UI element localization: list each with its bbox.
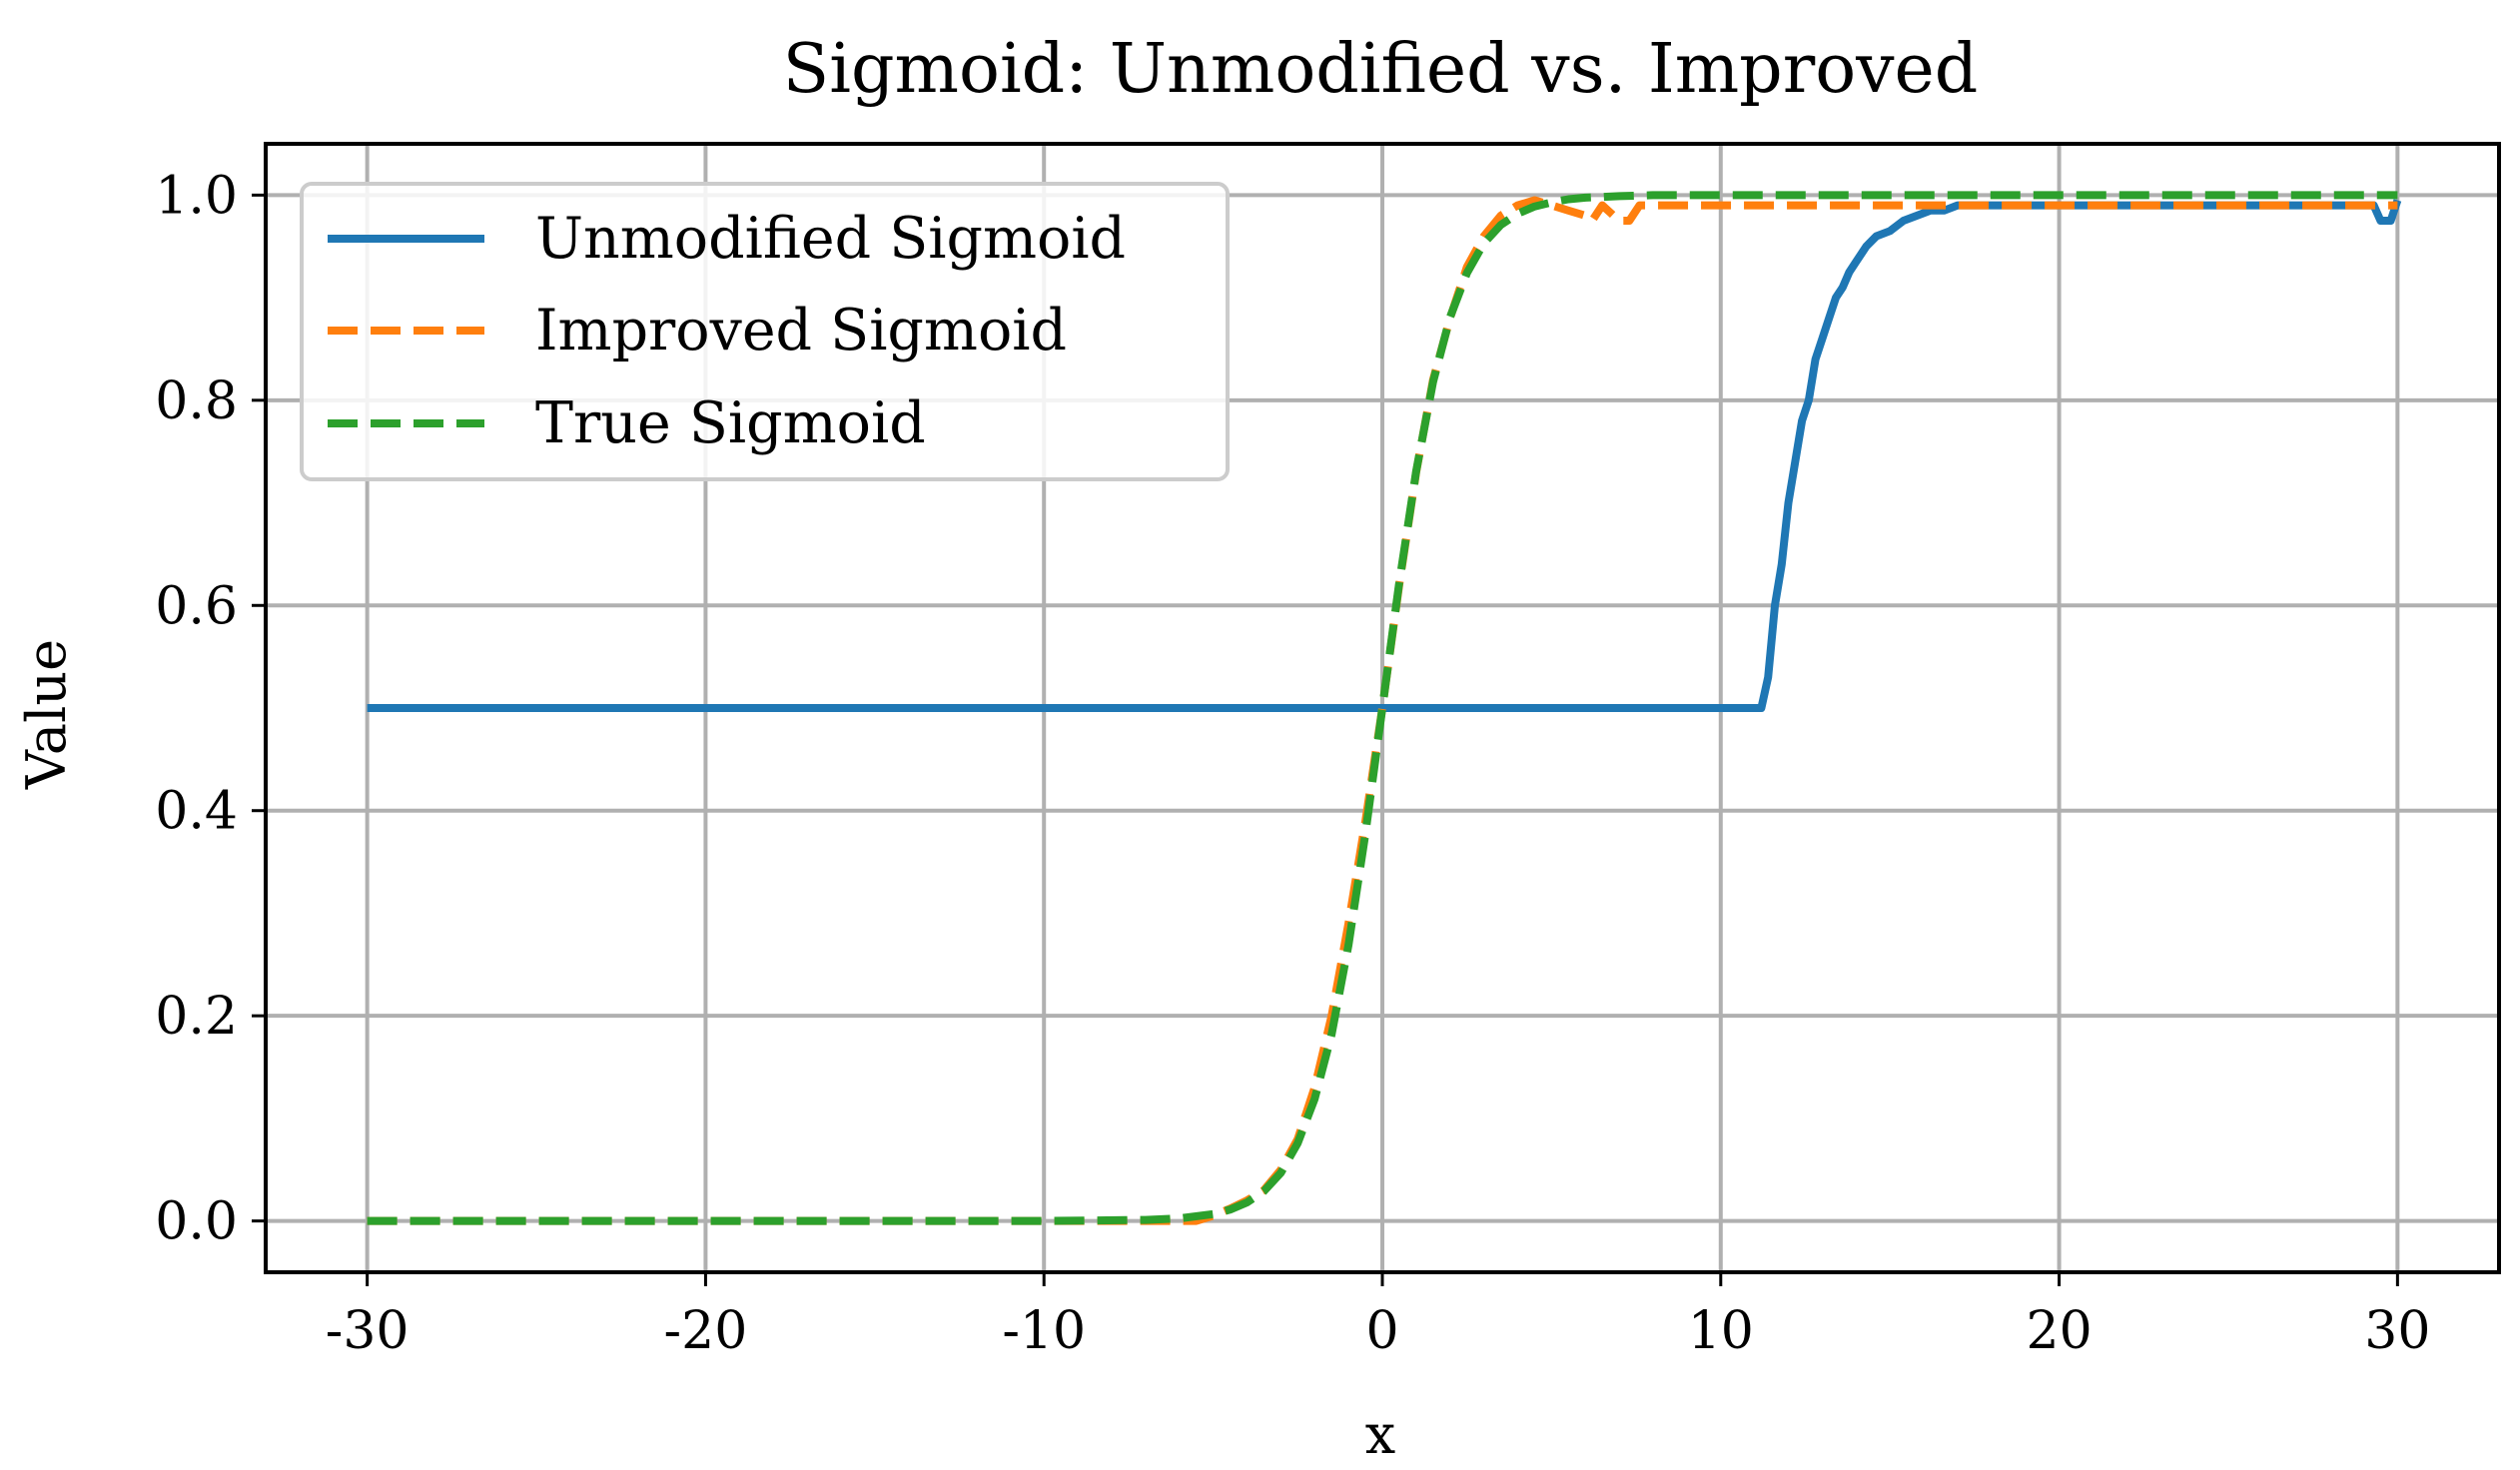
- x-tick-label: -30: [326, 1301, 410, 1361]
- y-tick-label: 0.8: [155, 371, 238, 431]
- y-tick-label: 0.0: [155, 1192, 238, 1252]
- x-tick-label: -20: [664, 1301, 748, 1361]
- x-tick-label: -10: [1002, 1301, 1086, 1361]
- series-layer: [367, 191, 2402, 1225]
- ticks: -30 -20 -10 0 10 20 30 0.0 0.2 0.4 0.6 0.8 1.0: [155, 166, 2430, 1361]
- y-tick-label: 0.6: [155, 576, 238, 636]
- x-tick-label: 30: [2364, 1301, 2430, 1361]
- y-tick-label: 0.4: [155, 782, 238, 842]
- legend-label-unmodified: Unmodified Sigmoid: [535, 206, 1126, 272]
- x-tick-label: 0: [1365, 1301, 1398, 1361]
- x-tick-label: 20: [2026, 1301, 2092, 1361]
- chart-title: Sigmoid: Unmodified vs. Improved: [783, 30, 1979, 109]
- y-tick-label: 0.2: [155, 987, 238, 1047]
- x-tick-label: 10: [1688, 1301, 1754, 1361]
- y-tick-label: 1.0: [155, 166, 238, 226]
- y-axis-label: Value: [15, 639, 78, 790]
- x-axis-label: x: [1365, 1403, 1395, 1466]
- legend-label-true: True Sigmoid: [535, 390, 926, 456]
- legend-box: [300, 182, 1230, 481]
- legend: Unmodified Sigmoid Improved Sigmoid True…: [300, 182, 1230, 481]
- series-line-true-sigmoid: [367, 191, 2398, 1225]
- legend-label-improved: Improved Sigmoid: [535, 298, 1067, 364]
